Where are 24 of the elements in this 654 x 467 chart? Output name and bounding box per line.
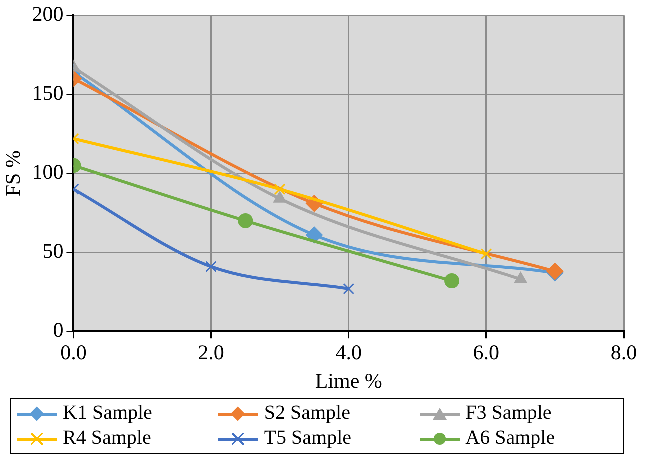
y-tick-label: 100 bbox=[32, 160, 64, 184]
point bbox=[238, 214, 254, 228]
y-tick-label: 200 bbox=[32, 2, 64, 26]
x-tick-label: 4.0 bbox=[336, 340, 362, 365]
x-tick-label: 0.0 bbox=[60, 340, 87, 365]
point bbox=[206, 261, 217, 273]
y-tick-label: 50 bbox=[42, 239, 64, 264]
legend-label: F3 Sample bbox=[466, 402, 552, 425]
y-axis-title: FS % bbox=[1, 150, 26, 197]
point bbox=[480, 248, 492, 260]
y-tick-label: 150 bbox=[32, 81, 64, 106]
y-tick-label: 0 bbox=[53, 318, 64, 342]
x-tick-label: 2.0 bbox=[198, 340, 224, 365]
legend-label: T5 Sample bbox=[264, 427, 352, 450]
legend-label: A6 Sample bbox=[466, 427, 556, 450]
legend-label: K1 Sample bbox=[63, 402, 152, 425]
legend-label: S2 Sample bbox=[264, 402, 350, 425]
point bbox=[343, 283, 355, 295]
point bbox=[444, 274, 460, 289]
point bbox=[274, 184, 286, 196]
x-tick-label: 8.0 bbox=[610, 340, 638, 365]
x-tick-label: 6.0 bbox=[473, 340, 500, 365]
legend-label: R4 Sample bbox=[63, 427, 152, 450]
x-axis-title: Lime % bbox=[315, 368, 382, 393]
